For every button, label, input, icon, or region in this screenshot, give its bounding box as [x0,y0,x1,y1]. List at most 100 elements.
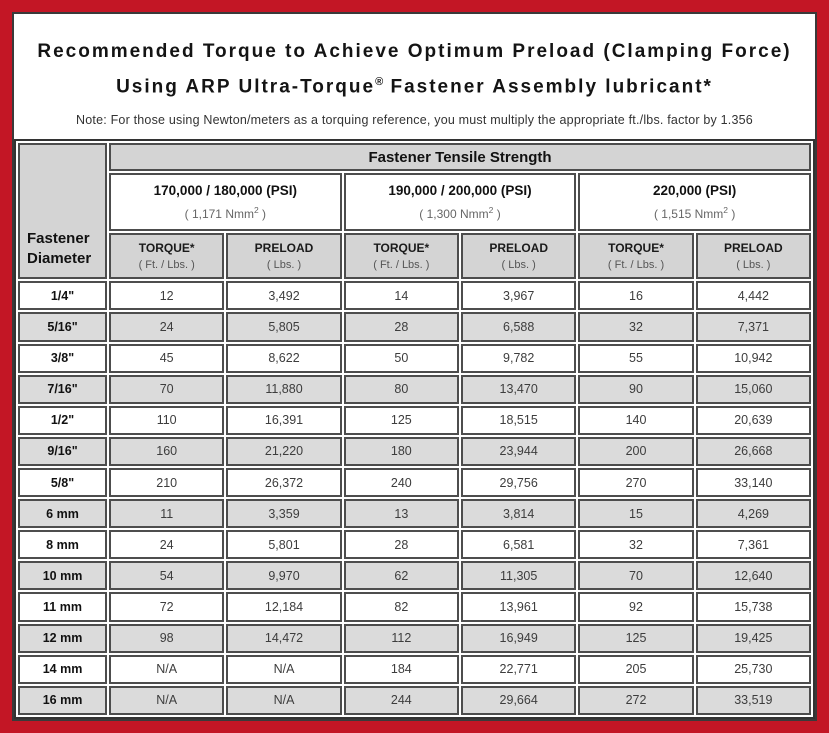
table-cell: 32 [578,530,694,560]
metric-label-1: ( 1,171 Nmm2 ) [184,205,267,222]
row-header-diameter: 1/4" [18,281,108,311]
table-row: 7/16" 70 11,880 80 13,470 90 15,060 [18,374,811,404]
corner-header-line2: Diameter [27,250,92,268]
table-row: 3/8" 45 8,622 50 9,782 55 10,942 [18,343,811,373]
table-cell: 80 [343,374,459,404]
row-header-diameter: 9/16" [18,436,108,466]
table-row: 9/16" 160 21,220 180 23,944 200 26,668 [18,436,811,466]
table-cell: N/A [226,654,342,684]
table-cell: 3,359 [226,499,342,529]
table-cell: 26,372 [226,467,342,498]
table-cell: 15 [578,499,694,529]
table-cell: 82 [343,592,459,622]
table-cell: N/A [109,654,225,684]
table-cell: 19,425 [695,623,811,653]
table-row: 8 mm 24 5,801 28 6,581 32 7,361 [18,530,811,560]
table-cell: 10,942 [695,343,811,373]
unit-label: ( Ft. / Lbs. ) [607,259,665,272]
row-header-diameter: 7/16" [18,374,108,404]
table-cell: 18,515 [461,405,577,435]
table-cell: 98 [109,623,225,653]
note-text: Note: For those using Newton/meters as a… [76,113,753,128]
table-cell: 205 [578,654,694,684]
table-cell: 140 [578,405,694,435]
title-line2: Using ARP Ultra-Torque® Fastener Assembl… [14,67,815,102]
table-cell: 16 [578,281,694,311]
table-header-row-columns: TORQUE* ( Ft. / Lbs. ) PRELOAD ( Lbs. ) … [18,233,811,280]
table-cell: 26,668 [695,436,811,466]
table-cell: 20,639 [695,405,811,435]
table-cell: 54 [109,561,225,591]
table-cell: 3,967 [461,281,577,311]
title-line1: Recommended Torque to Achieve Optimum Pr… [37,41,792,62]
table-row: 11 mm 72 12,184 82 13,961 92 15,738 [18,592,811,622]
table-cell: 7,371 [695,312,811,342]
title-line2-text: Using ARP Ultra-Torque [116,76,376,98]
table-cell: 184 [343,654,459,684]
table-cell: 92 [578,592,694,622]
table-row: 16 mm N/A N/A 244 29,664 272 33,519 [18,685,811,715]
psi-group-header-3: 220,000 (PSI) ( 1,515 Nmm2 ) [578,173,811,232]
column-header-torque-3: TORQUE* ( Ft. / Lbs. ) [578,233,694,280]
page-frame: Recommended Torque to Achieve Optimum Pr… [12,12,817,721]
column-header-preload-1: PRELOAD ( Lbs. ) [226,233,342,280]
table-cell: 125 [578,623,694,653]
table-cell: 24 [109,312,225,342]
table-cell: 15,738 [695,592,811,622]
table-cell: 13 [343,499,459,529]
table-cell: 12 [109,281,225,311]
table-header-row-main: Fastener Diameter Fastener Tensile Stren… [18,143,811,280]
table-cell: 33,519 [695,685,811,715]
table-cell: 72 [109,592,225,622]
psi-label-3: 220,000 (PSI) [653,183,737,199]
table-cell: 125 [343,405,459,435]
main-header-tensile-strength: Fastener Tensile Strength [109,143,811,172]
table-row: 1/2" 110 16,391 125 18,515 140 20,639 [18,405,811,435]
table-cell: 244 [343,685,459,715]
metric-label-2: ( 1,300 Nmm2 ) [419,205,501,222]
row-header-diameter: 11 mm [18,592,108,622]
corner-header-line1: Fastener [27,230,90,248]
table-header-row-psi: 170,000 / 180,000 (PSI) ( 1,171 Nmm2 ) 1… [18,173,811,232]
column-header-torque-1: TORQUE* ( Ft. / Lbs. ) [109,233,225,280]
row-header-diameter: 12 mm [18,623,108,653]
table-cell: 22,771 [461,654,577,684]
table-cell: 6,581 [461,530,577,560]
table-cell: 33,140 [695,467,811,498]
row-header-diameter: 10 mm [18,561,108,591]
psi-group-header-1: 170,000 / 180,000 (PSI) ( 1,171 Nmm2 ) [109,173,342,232]
row-header-diameter: 16 mm [18,685,108,715]
table-cell: 12,640 [695,561,811,591]
table-cell: 62 [343,561,459,591]
table-row: 1/4" 12 3,492 14 3,967 16 4,442 [18,281,811,311]
table-cell: 45 [109,343,225,373]
table-cell: N/A [226,685,342,715]
table-cell: 23,944 [461,436,577,466]
table-cell: 3,814 [461,499,577,529]
table-cell: 9,782 [461,343,577,373]
table-cell: 55 [578,343,694,373]
table-cell: 210 [109,467,225,498]
table-cell: 8,622 [226,343,342,373]
psi-label-1: 170,000 / 180,000 (PSI) [153,183,298,199]
table-row: 10 mm 54 9,970 62 11,305 70 12,640 [18,561,811,591]
table-row: 5/8" 210 26,372 240 29,756 270 33,140 [18,467,811,498]
row-header-diameter: 3/8" [18,343,108,373]
table-cell: 11 [109,499,225,529]
table-cell: 6,588 [461,312,577,342]
unit-label: ( Lbs. ) [501,259,536,272]
row-header-diameter: 1/2" [18,405,108,435]
table-cell: 14,472 [226,623,342,653]
table-cell: 180 [343,436,459,466]
table-cell: 7,361 [695,530,811,560]
table-cell: 25,730 [695,654,811,684]
table-cell: 11,305 [461,561,577,591]
psi-group-header-2: 190,000 / 200,000 (PSI) ( 1,300 Nmm2 ) [343,173,577,232]
table-cell: 4,269 [695,499,811,529]
table-cell: 272 [578,685,694,715]
table-cell: 270 [578,467,694,498]
corner-header-fastener-diameter: Fastener Diameter [18,143,108,280]
column-header-preload-2: PRELOAD ( Lbs. ) [461,233,577,280]
table-cell: 110 [109,405,225,435]
